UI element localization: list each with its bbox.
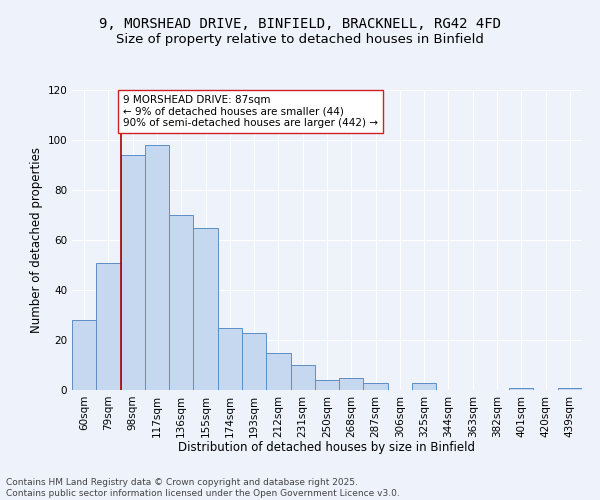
Y-axis label: Number of detached properties: Number of detached properties bbox=[30, 147, 43, 333]
Bar bbox=[412, 382, 436, 390]
X-axis label: Distribution of detached houses by size in Binfield: Distribution of detached houses by size … bbox=[179, 441, 476, 454]
Bar bbox=[509, 388, 533, 390]
Bar bbox=[242, 332, 266, 390]
Bar bbox=[145, 145, 169, 390]
Text: Size of property relative to detached houses in Binfield: Size of property relative to detached ho… bbox=[116, 32, 484, 46]
Bar bbox=[72, 320, 96, 390]
Text: 9, MORSHEAD DRIVE, BINFIELD, BRACKNELL, RG42 4FD: 9, MORSHEAD DRIVE, BINFIELD, BRACKNELL, … bbox=[99, 18, 501, 32]
Bar bbox=[193, 228, 218, 390]
Bar bbox=[339, 378, 364, 390]
Bar bbox=[121, 155, 145, 390]
Bar bbox=[266, 352, 290, 390]
Text: Contains HM Land Registry data © Crown copyright and database right 2025.
Contai: Contains HM Land Registry data © Crown c… bbox=[6, 478, 400, 498]
Bar bbox=[218, 328, 242, 390]
Bar bbox=[315, 380, 339, 390]
Bar bbox=[96, 262, 121, 390]
Bar bbox=[169, 215, 193, 390]
Bar bbox=[290, 365, 315, 390]
Text: 9 MORSHEAD DRIVE: 87sqm
← 9% of detached houses are smaller (44)
90% of semi-det: 9 MORSHEAD DRIVE: 87sqm ← 9% of detached… bbox=[123, 95, 378, 128]
Bar bbox=[558, 388, 582, 390]
Bar bbox=[364, 382, 388, 390]
